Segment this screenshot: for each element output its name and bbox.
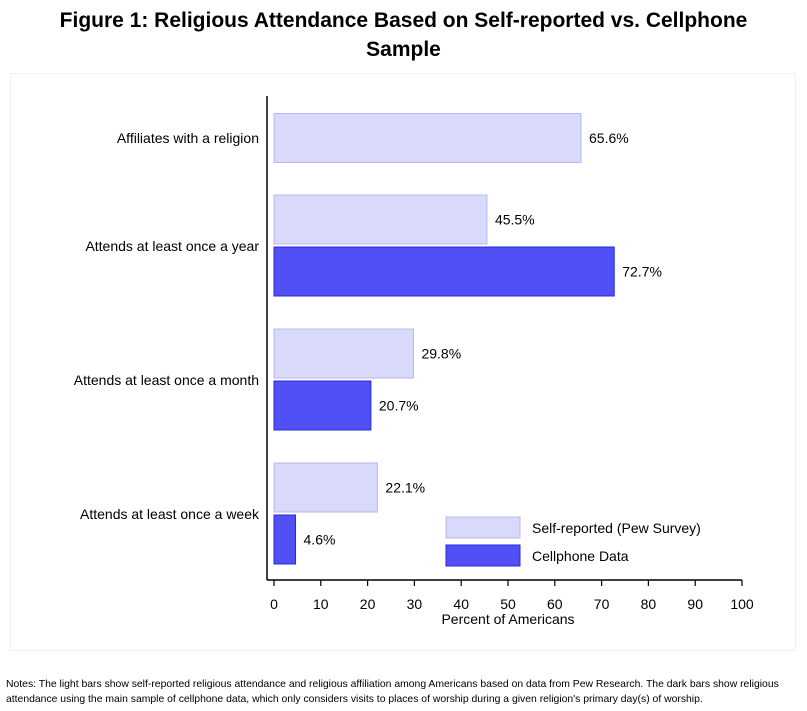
x-tick-label: 50 xyxy=(500,596,516,612)
x-axis-title: Percent of Americans xyxy=(441,611,574,627)
x-tick-label: 60 xyxy=(547,596,563,612)
bar-cellphone xyxy=(273,246,615,297)
x-tick-label: 90 xyxy=(687,596,703,612)
data-label: 29.8% xyxy=(421,346,461,362)
figure-notes: Notes: The light bars show self-reported… xyxy=(6,677,804,707)
legend-swatch-cellphone xyxy=(445,544,521,567)
category-label: Attends at least once a week xyxy=(80,506,260,522)
bar-self-reported xyxy=(273,113,582,163)
bar-self-reported xyxy=(273,462,378,513)
data-label: 20.7% xyxy=(379,398,419,414)
x-tick-label: 0 xyxy=(270,596,278,612)
x-tick-label: 20 xyxy=(360,596,376,612)
bar-self-reported xyxy=(273,328,414,379)
x-tick-label: 40 xyxy=(453,596,469,612)
x-tick-label: 80 xyxy=(641,596,657,612)
category-label: Affiliates with a religion xyxy=(117,130,259,146)
figure-title-line-2: Sample xyxy=(366,38,441,61)
x-tick-label: 10 xyxy=(313,596,329,612)
category-label: Attends at least once a year xyxy=(85,238,259,254)
x-tick-label: 70 xyxy=(594,596,610,612)
figure-title-line-1: Figure 1: Religious Attendance Based on … xyxy=(59,9,748,32)
legend-swatch-self-reported xyxy=(445,516,521,539)
bar-cellphone xyxy=(273,514,297,565)
legend-label: Self-reported (Pew Survey) xyxy=(532,520,701,536)
bar-cellphone xyxy=(273,380,372,431)
data-label: 72.7% xyxy=(622,264,662,280)
x-tick-label: 30 xyxy=(407,596,423,612)
notes-line-2: attendance using the main sample of cell… xyxy=(6,694,703,705)
data-label: 4.6% xyxy=(304,532,336,548)
category-label: Attends at least once a month xyxy=(74,372,259,388)
data-label: 65.6% xyxy=(589,130,629,146)
data-label: 22.1% xyxy=(385,480,425,496)
legend-label: Cellphone Data xyxy=(532,548,629,564)
data-label: 45.5% xyxy=(495,212,535,228)
notes-line-1: Notes: The light bars show self-reported… xyxy=(6,679,779,690)
bar-self-reported xyxy=(273,194,488,245)
figure-title: Figure 1: Religious Attendance Based on … xyxy=(0,6,807,64)
x-tick-label: 100 xyxy=(730,596,754,612)
